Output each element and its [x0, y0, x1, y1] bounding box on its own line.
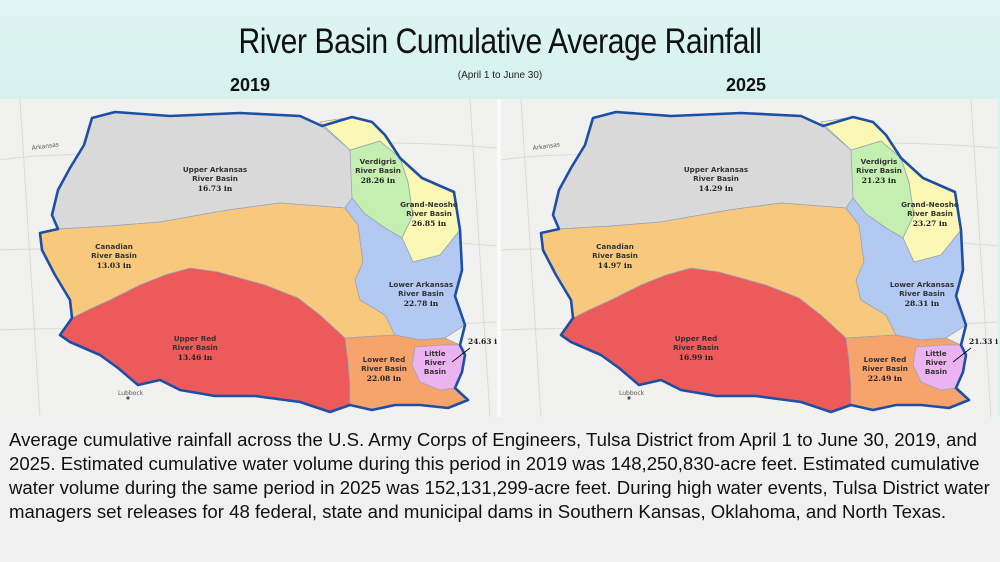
year-label-left: 2019 [230, 75, 271, 95]
basin-label-little-river: Little River Basin [925, 349, 947, 376]
basin-map-2025: Arkansas Lubbock Upper Arkansas River Basin… [501, 99, 998, 417]
basin-value-lower-arkansas: 22.78 in [404, 299, 439, 308]
header-band [0, 0, 1000, 100]
basin-value-upper-arkansas: 14.29 in [699, 184, 734, 193]
basin-label-canadian: Canadian River Basin [592, 242, 638, 260]
caption-box [0, 417, 1000, 562]
district-outline [38, 110, 470, 414]
city-label: Lubbock [118, 390, 144, 397]
basemap-road [970, 99, 992, 417]
district-outline [539, 110, 971, 414]
basin-label-upper-red: Upper Red River Basin [673, 334, 719, 352]
page-title: River Basin Cumulative Average Rainfall [238, 22, 762, 61]
basemap-road [520, 99, 542, 417]
basin-label-upper-arkansas: Upper Arkansas River Basin [183, 165, 247, 183]
basin-value-little-river: 24.63 in [468, 337, 497, 346]
basin-value-grand-neosho: 23.27 in [913, 219, 948, 228]
map-panel-left: Arkansas Lubbock Upper Arkansas River Basin… [0, 99, 497, 417]
basin-label-verdigris: Verdigris River Basin [856, 157, 902, 175]
leader-line [451, 347, 471, 363]
basin-label-canadian: Canadian River Basin [91, 242, 137, 260]
city-marker [627, 396, 631, 400]
basin-label-upper-red: Upper Red River Basin [172, 334, 218, 352]
basin-label-grand-neosho: Grand-Neosho River Basin [400, 200, 458, 218]
basin-label-lower-red: Lower Red River Basin [862, 355, 908, 373]
basin-label-lower-red: Lower Red River Basin [361, 355, 407, 373]
basin-value-upper-arkansas: 16.73 in [198, 184, 233, 193]
basin-value-lower-arkansas: 28.31 in [905, 299, 940, 308]
basin-value-lower-red: 22.49 in [868, 374, 903, 383]
basin-label-verdigris: Verdigris River Basin [355, 157, 401, 175]
map-panel-right: Arkansas Lubbock Upper Arkansas River Basin… [501, 99, 998, 417]
map-divider [497, 99, 501, 417]
basin-value-verdigris: 21.23 in [862, 176, 897, 185]
basin-label-lower-arkansas: Lower Arkansas River Basin [389, 280, 453, 298]
basin-map-2019: Arkansas Lubbock Upper Arkansas River Basin… [0, 99, 497, 417]
basin-value-upper-red: 13.46 in [178, 353, 213, 362]
basin-value-little-river: 21.33 in [969, 337, 998, 346]
page-subtitle: (April 1 to June 30) [457, 70, 543, 81]
river-label: Arkansas [31, 141, 59, 152]
basemap-road [469, 99, 491, 417]
caption-text: Average cumulative rainfall across the U… [9, 429, 990, 522]
basin-label-little-river: Little River Basin [424, 349, 446, 376]
basin-value-canadian: 14.97 in [598, 261, 633, 270]
basemap-road [19, 99, 41, 417]
basin-value-canadian: 13.03 in [97, 261, 132, 270]
basin-label-grand-neosho: Grand-Neosho River Basin [901, 200, 959, 218]
year-label-right: 2025 [726, 75, 767, 95]
city-label: Lubbock [619, 390, 645, 397]
river-label: Arkansas [532, 141, 560, 152]
leader-line [952, 347, 972, 363]
basin-value-lower-red: 22.08 in [367, 374, 402, 383]
city-marker [126, 396, 130, 400]
basin-value-upper-red: 16.99 in [679, 353, 714, 362]
basin-label-upper-arkansas: Upper Arkansas River Basin [684, 165, 748, 183]
basin-value-grand-neosho: 26.85 in [412, 219, 447, 228]
basin-value-verdigris: 28.26 in [361, 176, 396, 185]
basin-label-lower-arkansas: Lower Arkansas River Basin [890, 280, 954, 298]
